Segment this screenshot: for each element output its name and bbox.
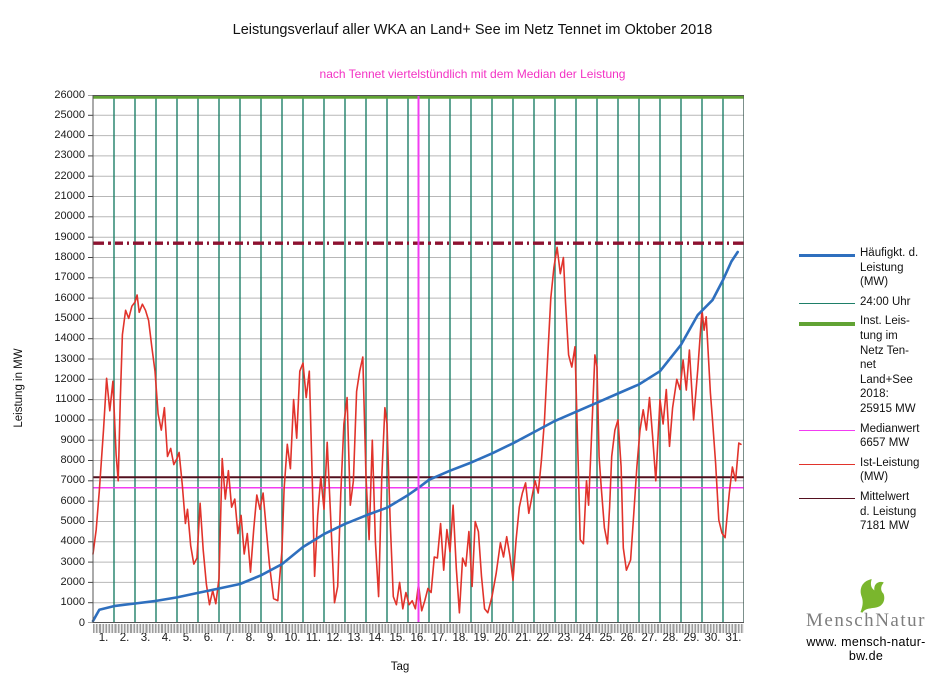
legend-swatch-haeufigkeit (799, 254, 855, 290)
y-tick-label: 10000 (54, 413, 85, 426)
y-tick-label: 13000 (54, 352, 85, 365)
legend-swatch-installierte-leistung (799, 322, 855, 416)
y-tick-label: 15000 (54, 311, 85, 324)
x-tick-label: 5. (182, 632, 193, 644)
x-axis-title: Tag (390, 661, 410, 673)
y-tick-label: 14000 (54, 332, 85, 345)
legend-item-installierte-leistung: Inst. Leis- tung im Netz Ten- net Land+S… (799, 314, 943, 416)
y-tick-label: 20000 (54, 210, 85, 223)
x-tick-label: 19. (473, 632, 490, 644)
y-tick-label: 23000 (54, 149, 85, 162)
logo-name: MenschNatur (790, 610, 942, 632)
x-tick-label: 30. (704, 632, 721, 644)
x-tick-label: 22. (536, 632, 553, 644)
x-tick-label: 15. (389, 632, 406, 644)
series-ist-leistung (92, 246, 742, 614)
logo: MenschNatur www. mensch-natur-bw.de (790, 578, 942, 663)
legend-item-mitternacht: 24:00 Uhr (799, 295, 943, 310)
legend-label-mitternacht: 24:00 Uhr (860, 295, 911, 308)
legend-swatch-ist-leistung (799, 463, 855, 485)
logo-name-part1: Mensch (806, 610, 876, 631)
y-tick-label: 3000 (60, 555, 85, 568)
legend-item-haeufigkeit: Häufigkt. d. Leistung (MW) (799, 246, 943, 290)
x-tick-label: 12. (326, 632, 343, 644)
y-tick-label: 4000 (60, 535, 85, 548)
y-tick-label: 24000 (54, 129, 85, 142)
x-tick-label: 9. (266, 632, 277, 644)
y-tick-label: 18000 (54, 250, 85, 263)
x-tick-label: 28. (662, 632, 679, 644)
x-tick-label: 2. (119, 632, 130, 644)
x-tick-label: 20. (494, 632, 511, 644)
legend-label-installierte-leistung: Inst. Leis- tung im Netz Ten- net Land+S… (860, 315, 916, 415)
x-tick-label: 16. (410, 632, 427, 644)
x-tick-label: 21. (515, 632, 532, 644)
x-tick-label: 3. (140, 632, 151, 644)
plot-frame (92, 95, 744, 623)
x-tick-label: 4. (161, 632, 172, 644)
logo-name-part2: Natur (875, 610, 926, 631)
x-tick-label: 27. (641, 632, 658, 644)
y-tick-label: 12000 (54, 372, 85, 385)
y-axis-title: Leistung in MW (13, 348, 25, 428)
y-tick-label: 16000 (54, 291, 85, 304)
x-tick-label: 18. (452, 632, 469, 644)
x-tick-label: 29. (683, 632, 700, 644)
y-tick-label: 7000 (60, 474, 85, 487)
quarter-hour-tick-band (93, 624, 744, 633)
chart-title: Leistungsverlauf aller WKA an Land+ See … (232, 22, 713, 38)
legend-label-medianwert: Medianwert 6657 MW (860, 422, 920, 450)
x-tick-label: 10. (284, 632, 301, 644)
y-tick-label: 2000 (60, 575, 85, 588)
y-tick-label: 0 (78, 616, 85, 629)
legend-label-haeufigkeit: Häufigkt. d. Leistung (MW) (860, 247, 919, 289)
legend-item-medianwert: Medianwert 6657 MW (799, 422, 943, 451)
legend-swatch-mitternacht (799, 302, 855, 310)
logo-url: www. mensch-natur-bw.de (806, 635, 926, 663)
x-tick-label: 1. (98, 632, 109, 644)
y-tick-label: 17000 (54, 271, 85, 284)
y-tick-label: 6000 (60, 494, 85, 507)
legend-label-mittelwert: Mittelwert d. Leistung 7181 MW (860, 490, 917, 533)
legend-label-ist-leistung: Ist-Leistung (MW) (860, 456, 920, 484)
y-tick-label: 1000 (60, 596, 85, 609)
y-tick-label: 8000 (60, 454, 85, 467)
x-tick-label: 7. (224, 632, 235, 644)
y-tick-label: 22000 (54, 169, 85, 182)
x-tick-label: 25. (599, 632, 616, 644)
chart-subtitle: nach Tennet viertelstündlich mit dem Med… (319, 67, 626, 81)
legend-item-mittelwert: Mittelwert d. Leistung 7181 MW (799, 490, 943, 534)
x-tick-label: 13. (347, 632, 364, 644)
y-tick-label: 5000 (60, 514, 85, 527)
legend: Häufigkt. d. Leistung (MW) 24:00 Uhr Inst.… (799, 246, 943, 539)
y-tick-label: 19000 (54, 230, 85, 243)
x-tick-label: 26. (620, 632, 637, 644)
x-tick-label: 24. (578, 632, 595, 644)
series-haeufigkeit (91, 250, 740, 623)
y-tick-label: 25000 (54, 108, 85, 121)
y-tick-label: 9000 (60, 433, 85, 446)
x-tick-label: 6. (203, 632, 214, 644)
plot-area (88, 95, 744, 623)
legend-swatch-mittelwert (799, 497, 855, 534)
x-tick-label: 17. (431, 632, 448, 644)
y-tick-label: 11000 (55, 393, 85, 406)
legend-swatch-medianwert (799, 429, 855, 451)
x-tick-label: 31. (725, 632, 742, 644)
legend-item-ist-leistung: Ist-Leistung (MW) (799, 456, 943, 485)
x-tick-label: 14. (368, 632, 385, 644)
x-tick-label: 11. (305, 632, 322, 644)
x-tick-label: 23. (557, 632, 574, 644)
x-tick-label: 8. (245, 632, 256, 644)
y-tick-label: 21000 (54, 190, 85, 203)
ginkgo-leaf-icon (860, 579, 885, 613)
y-tick-label: 26000 (54, 88, 85, 101)
